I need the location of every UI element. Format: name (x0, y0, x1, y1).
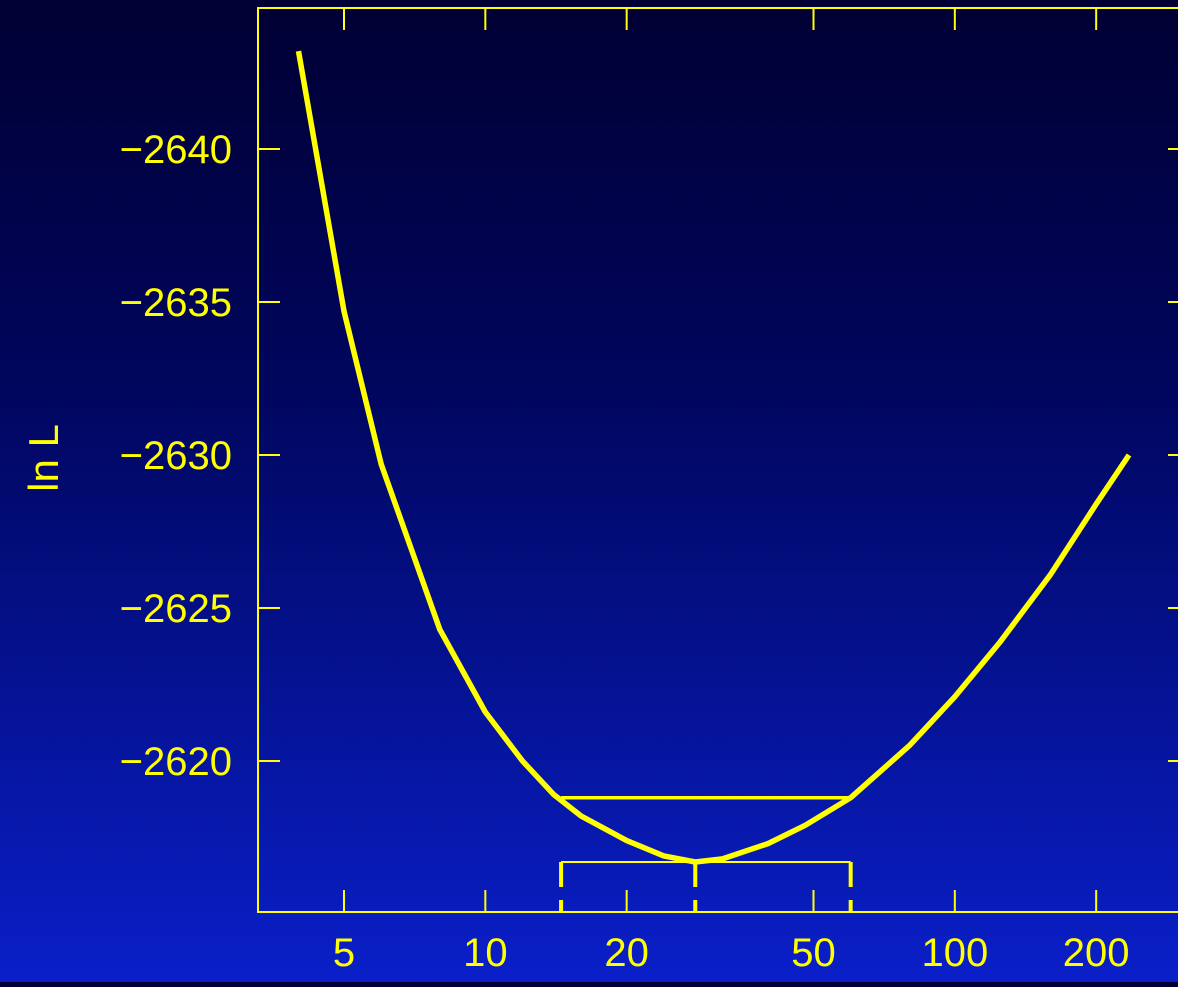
y-axis-label: ln L (20, 424, 67, 492)
y-tick-label: −2635 (120, 281, 232, 325)
likelihood-curve (295, 50, 1132, 865)
x-tick-label: 50 (791, 931, 836, 975)
x-tick-label: 5 (333, 931, 355, 975)
x-tick-label: 20 (604, 931, 649, 975)
x-tick-label: 10 (463, 931, 508, 975)
annotations (559, 795, 853, 912)
y-tick-label: −2625 (120, 587, 232, 631)
y-tick-label: −2640 (120, 128, 232, 172)
plot-frame (257, 7, 1178, 913)
y-tick-label: −2630 (120, 434, 232, 478)
x-tick-label: 100 (921, 931, 988, 975)
y-tick-label: −2620 (120, 740, 232, 784)
x-tick-label: 200 (1063, 931, 1130, 975)
y-axis: −2620 −2625 −2630 −2635 −2640 (120, 128, 1178, 784)
x-axis: 5 10 20 50 100 200 (333, 8, 1130, 975)
